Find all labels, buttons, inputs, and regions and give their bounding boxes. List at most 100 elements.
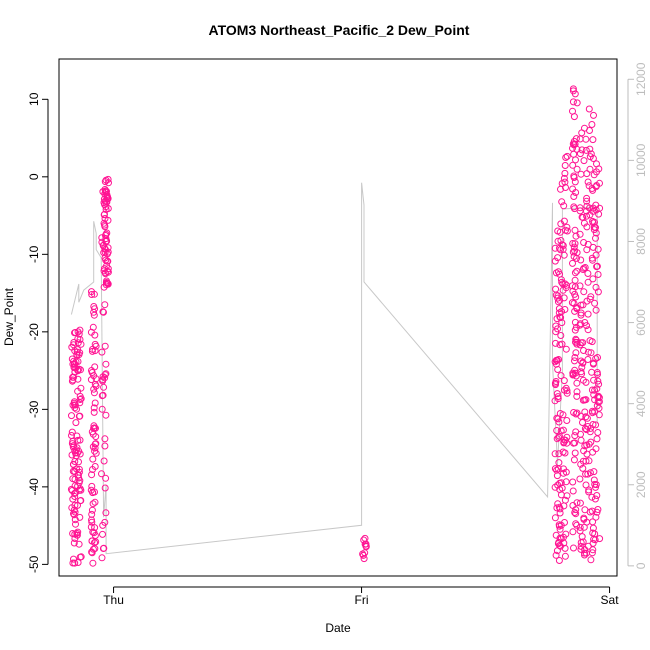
data-point xyxy=(102,360,110,368)
data-point xyxy=(563,152,571,160)
data-point xyxy=(101,301,109,309)
data-point xyxy=(581,264,589,271)
data-point xyxy=(91,447,99,455)
data-point xyxy=(92,433,100,441)
data-point xyxy=(554,292,562,300)
data-point xyxy=(573,99,581,107)
data-point xyxy=(562,530,570,538)
data-point xyxy=(554,393,562,401)
data-point xyxy=(579,301,587,309)
data-point xyxy=(588,386,596,394)
data-point xyxy=(72,419,80,427)
data-point xyxy=(580,347,587,354)
data-point xyxy=(576,230,584,238)
data-point xyxy=(562,468,570,476)
data-point xyxy=(582,378,590,386)
altitude-line xyxy=(70,182,598,555)
data-point xyxy=(91,463,99,470)
data-point xyxy=(570,439,577,447)
data-point xyxy=(588,549,596,557)
data-point xyxy=(76,336,84,343)
data-point xyxy=(570,172,578,180)
data-point xyxy=(581,319,589,326)
data-point xyxy=(102,509,110,517)
data-point xyxy=(74,358,82,365)
data-point xyxy=(74,346,81,354)
data-point xyxy=(70,539,78,547)
data-point xyxy=(588,121,596,128)
data-point xyxy=(556,509,564,517)
dew-point-points-series xyxy=(67,85,604,567)
data-point xyxy=(572,520,580,528)
data-point xyxy=(581,408,589,416)
data-point xyxy=(552,339,559,347)
data-point xyxy=(571,269,579,277)
data-point xyxy=(103,279,111,287)
data-point xyxy=(553,315,561,323)
data-point xyxy=(75,486,83,494)
data-point xyxy=(592,306,600,314)
data-point xyxy=(104,280,112,288)
data-point xyxy=(88,428,96,436)
data-point xyxy=(576,150,584,158)
data-point xyxy=(586,337,594,345)
data-point xyxy=(77,384,85,392)
data-point xyxy=(76,497,84,505)
data-point xyxy=(585,105,593,113)
data-point xyxy=(77,553,85,561)
data-point xyxy=(582,146,590,154)
data-point xyxy=(592,445,600,453)
right-tick-label: 6000 xyxy=(634,309,648,336)
data-point xyxy=(551,483,559,491)
data-point xyxy=(87,486,95,494)
data-point xyxy=(588,368,596,376)
data-point xyxy=(561,306,569,313)
data-point xyxy=(562,154,570,161)
data-point xyxy=(557,332,565,339)
data-point xyxy=(593,492,601,499)
data-point xyxy=(586,165,594,173)
data-point xyxy=(573,267,581,275)
data-point xyxy=(583,170,591,178)
data-point xyxy=(88,471,96,479)
data-point xyxy=(71,458,79,465)
data-point xyxy=(73,444,81,452)
data-point xyxy=(561,386,568,394)
data-point xyxy=(91,539,98,547)
data-point xyxy=(562,345,570,353)
data-point xyxy=(559,448,567,456)
data-point xyxy=(571,226,579,234)
data-point xyxy=(582,457,590,465)
data-point xyxy=(568,299,576,307)
data-point xyxy=(583,197,591,205)
data-point xyxy=(101,244,109,252)
data-point xyxy=(576,527,584,535)
data-point xyxy=(572,189,580,196)
data-point xyxy=(594,271,602,278)
data-point xyxy=(558,308,565,316)
data-point xyxy=(571,90,579,98)
data-point xyxy=(101,269,109,277)
data-point xyxy=(68,428,76,436)
data-point xyxy=(91,444,99,452)
data-point xyxy=(593,168,600,176)
data-point xyxy=(552,269,560,277)
data-point xyxy=(101,221,108,229)
data-point xyxy=(573,521,581,529)
data-point xyxy=(576,499,584,507)
data-point xyxy=(569,161,577,169)
data-point xyxy=(585,488,593,496)
data-point xyxy=(70,555,77,563)
right-tick-label: 10000 xyxy=(634,143,648,177)
data-point xyxy=(98,470,105,478)
data-point xyxy=(570,141,578,149)
data-point xyxy=(577,430,584,438)
data-point xyxy=(90,290,98,298)
data-point xyxy=(560,436,568,444)
data-point xyxy=(570,150,578,158)
data-point xyxy=(90,303,98,310)
data-point xyxy=(557,237,565,244)
data-point xyxy=(592,355,600,363)
data-point xyxy=(76,396,84,403)
data-point xyxy=(559,411,567,419)
